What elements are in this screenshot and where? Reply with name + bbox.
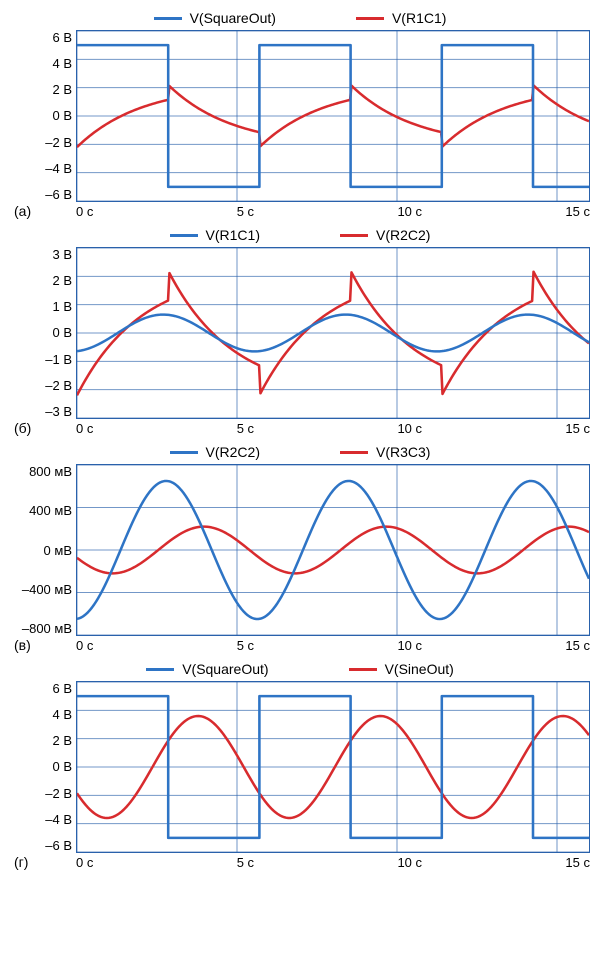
x-tick-label: 10 с: [397, 421, 422, 436]
legend-label: V(R3C3): [376, 444, 430, 460]
x-tick-label: 0 с: [76, 421, 93, 436]
y-tick-label: 3 В: [52, 247, 72, 262]
y-tick-label: 0 мВ: [44, 543, 72, 558]
legend-label: V(R2C2): [376, 227, 430, 243]
plot-area: [76, 681, 590, 853]
series-red: [77, 272, 589, 396]
y-tick-label: –4 В: [45, 812, 72, 827]
y-tick-label: –6 В: [45, 838, 72, 853]
panel-sublabel: (б): [14, 420, 590, 436]
chart-legend: V(SquareOut) V(SineOut): [10, 661, 590, 677]
y-tick-label: 6 В: [52, 681, 72, 696]
panel-sublabel: (г): [14, 854, 590, 870]
x-tick-label: 5 с: [237, 421, 254, 436]
panel-sublabel: (в): [14, 637, 590, 653]
legend-label: V(R1C1): [392, 10, 446, 26]
y-tick-label: –4 В: [45, 161, 72, 176]
legend-label: V(SquareOut): [190, 10, 276, 26]
chart-legend: V(SquareOut) V(R1C1): [10, 10, 590, 26]
y-tick-label: 4 В: [52, 707, 72, 722]
x-tick-label: 5 с: [237, 638, 254, 653]
legend-swatch: [349, 668, 377, 671]
y-tick-label: 400 мВ: [29, 503, 72, 518]
legend-item: V(SineOut): [349, 661, 454, 677]
y-tick-label: –1 В: [45, 352, 72, 367]
legend-swatch: [356, 17, 384, 20]
y-tick-label: 2 В: [52, 82, 72, 97]
legend-item: V(SquareOut): [154, 10, 276, 26]
chart-legend: V(R2C2) V(R3C3): [10, 444, 590, 460]
legend-label: V(SineOut): [385, 661, 454, 677]
legend-item: V(R1C1): [170, 227, 260, 243]
chart-container: V(SquareOut) V(R1C1) 6 В 4 В 2 В 0 В –2 В –4 В –…: [10, 10, 590, 870]
panel-d: V(SquareOut) V(SineOut) 6 В 4 В 2 В 0 В –2 В –4…: [10, 661, 590, 870]
y-tick-label: –3 В: [45, 404, 72, 419]
x-tick-label: 10 с: [397, 204, 422, 219]
x-tick-label: 15 с: [565, 204, 590, 219]
legend-item: V(R3C3): [340, 444, 430, 460]
x-tick-label: 15 с: [565, 421, 590, 436]
x-tick-label: 15 с: [565, 855, 590, 870]
y-tick-label: 2 В: [52, 273, 72, 288]
legend-swatch: [340, 451, 368, 454]
legend-swatch: [154, 17, 182, 20]
plot-area: [76, 247, 590, 419]
y-axis: 3 В 2 В 1 В 0 В –1 В –2 В –3 В: [10, 247, 76, 419]
legend-item: V(SquareOut): [146, 661, 268, 677]
y-tick-label: 6 В: [52, 30, 72, 45]
y-tick-label: 2 В: [52, 733, 72, 748]
y-tick-label: –2 В: [45, 378, 72, 393]
y-tick-label: –2 В: [45, 135, 72, 150]
legend-item: V(R2C2): [340, 227, 430, 243]
legend-item: V(R2C2): [170, 444, 260, 460]
legend-label: V(R1C1): [206, 227, 260, 243]
y-tick-label: 800 мВ: [29, 464, 72, 479]
y-tick-label: –800 мВ: [22, 621, 72, 636]
panel-b: V(R1C1) V(R2C2) 3 В 2 В 1 В 0 В –1 В –2 В –3 В 0 …: [10, 227, 590, 436]
legend-swatch: [170, 234, 198, 237]
x-tick-label: 10 с: [397, 855, 422, 870]
x-tick-label: 10 с: [397, 638, 422, 653]
y-tick-label: 0 В: [52, 108, 72, 123]
y-axis: 800 мВ 400 мВ 0 мВ –400 мВ –800 мВ: [10, 464, 76, 636]
y-tick-label: 1 В: [52, 299, 72, 314]
x-tick-label: 0 с: [76, 204, 93, 219]
x-tick-label: 5 с: [237, 204, 254, 219]
x-tick-label: 0 с: [76, 638, 93, 653]
x-tick-label: 15 с: [565, 638, 590, 653]
y-tick-label: –400 мВ: [22, 582, 72, 597]
panel-a: V(SquareOut) V(R1C1) 6 В 4 В 2 В 0 В –2 В –4 В –…: [10, 10, 590, 219]
chart-legend: V(R1C1) V(R2C2): [10, 227, 590, 243]
x-tick-label: 0 с: [76, 855, 93, 870]
y-tick-label: 4 В: [52, 56, 72, 71]
legend-swatch: [340, 234, 368, 237]
legend-item: V(R1C1): [356, 10, 446, 26]
legend-label: V(R2C2): [206, 444, 260, 460]
y-tick-label: 0 В: [52, 759, 72, 774]
legend-label: V(SquareOut): [182, 661, 268, 677]
y-tick-label: 0 В: [52, 325, 72, 340]
legend-swatch: [146, 668, 174, 671]
y-axis: 6 В 4 В 2 В 0 В –2 В –4 В –6 В: [10, 681, 76, 853]
y-tick-label: –2 В: [45, 786, 72, 801]
x-tick-label: 5 с: [237, 855, 254, 870]
legend-swatch: [170, 451, 198, 454]
y-axis: 6 В 4 В 2 В 0 В –2 В –4 В –6 В: [10, 30, 76, 202]
plot-area: [76, 464, 590, 636]
y-tick-label: –6 В: [45, 187, 72, 202]
plot-area: [76, 30, 590, 202]
panel-sublabel: (а): [14, 203, 590, 219]
panel-c: V(R2C2) V(R3C3) 800 мВ 400 мВ 0 мВ –400 мВ –80…: [10, 444, 590, 653]
